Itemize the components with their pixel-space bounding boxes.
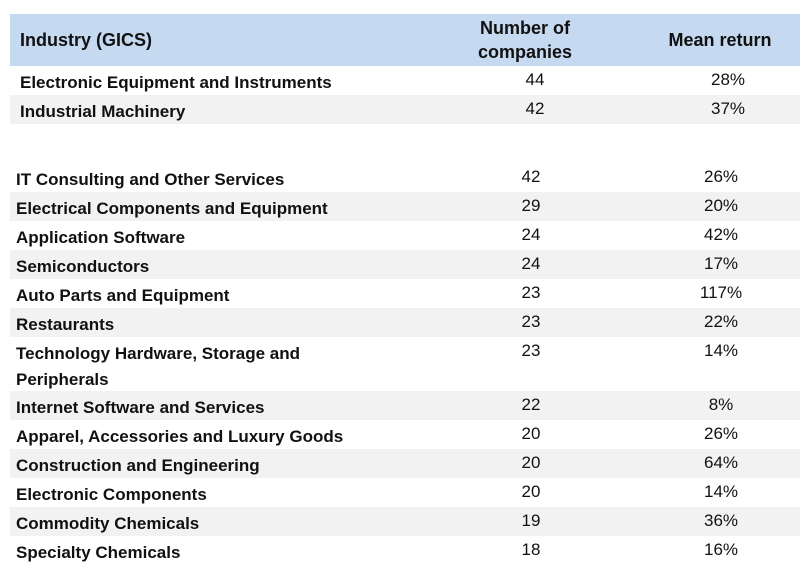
return-cell: 8% <box>708 395 734 414</box>
count-cell: 24 <box>521 254 541 273</box>
return-cell: 37% <box>710 99 746 118</box>
table-row: Application Software 24 42% <box>10 221 800 250</box>
return-cell: 28% <box>710 70 746 89</box>
table-header: Industry (GICS) Number of companies Mean… <box>10 14 800 66</box>
industry-cell: Specialty Chemicals <box>16 543 181 562</box>
header-industry: Industry (GICS) <box>20 30 153 50</box>
table-row: Electronic Equipment and Instruments 44 … <box>10 66 800 95</box>
industry-cell: Application Software <box>16 228 186 247</box>
table-row: Commodity Chemicals 19 36% <box>10 507 800 536</box>
table-row: Auto Parts and Equipment 23 117% <box>10 279 800 308</box>
table-row: Electrical Components and Equipment 29 2… <box>10 192 800 221</box>
count-cell: 20 <box>521 482 541 501</box>
industry-cell: Internet Software and Services <box>16 398 265 417</box>
return-cell: 42% <box>703 225 739 244</box>
count-cell: 22 <box>521 395 541 414</box>
count-cell: 23 <box>521 312 541 331</box>
return-cell: 36% <box>703 511 739 530</box>
table-row: Technology Hardware, Storage and Periphe… <box>10 337 800 391</box>
industry-cell: Construction and Engineering <box>16 456 260 475</box>
header-number-of-companies: Number of companies <box>477 18 573 62</box>
industry-cell: Commodity Chemicals <box>16 514 200 533</box>
count-cell: 44 <box>525 70 545 89</box>
industry-cell: Electronic Components <box>16 485 207 504</box>
industry-cell: Electrical Components and Equipment <box>16 199 328 218</box>
table-row: Restaurants 23 22% <box>10 308 800 337</box>
count-cell: 42 <box>525 99 545 118</box>
industry-cell: Electronic Equipment and Instruments <box>20 73 332 92</box>
industry-cell: Auto Parts and Equipment <box>16 286 230 305</box>
industry-cell: Industrial Machinery <box>20 102 186 121</box>
table-row: Electronic Components 20 14% <box>10 478 800 507</box>
header-mean-return: Mean return <box>668 30 772 50</box>
return-cell: 14% <box>703 482 739 501</box>
return-cell: 26% <box>703 167 739 186</box>
industry-cell: Semiconductors <box>16 257 150 276</box>
return-cell: 22% <box>703 312 739 331</box>
count-cell: 23 <box>521 283 541 302</box>
count-cell: 18 <box>521 540 541 559</box>
return-cell: 26% <box>703 424 739 443</box>
return-cell: 14% <box>703 341 739 360</box>
table-row: Industrial Machinery 42 37% <box>10 95 800 124</box>
industry-cell: Restaurants <box>16 315 115 334</box>
table-row: Specialty Chemicals 18 16% <box>10 536 800 565</box>
count-cell: 24 <box>521 225 541 244</box>
industry-cell: IT Consulting and Other Services <box>16 170 285 189</box>
count-cell: 19 <box>521 511 541 530</box>
return-cell: 64% <box>703 453 739 472</box>
count-cell: 20 <box>521 453 541 472</box>
count-cell: 23 <box>521 341 541 360</box>
table-row: Construction and Engineering 20 64% <box>10 449 800 478</box>
table-row: Semiconductors 24 17% <box>10 250 800 279</box>
return-cell: 20% <box>703 196 739 215</box>
return-cell: 17% <box>703 254 739 273</box>
table-row: Internet Software and Services 22 8% <box>10 391 800 420</box>
industry-cell: Technology Hardware, Storage and Periphe… <box>16 344 301 389</box>
count-cell: 29 <box>521 196 541 215</box>
count-cell: 42 <box>521 167 541 186</box>
industry-cell: Apparel, Accessories and Luxury Goods <box>16 427 344 446</box>
table-row: Apparel, Accessories and Luxury Goods 20… <box>10 420 800 449</box>
return-cell: 117% <box>699 283 743 302</box>
count-cell: 20 <box>521 424 541 443</box>
return-cell: 16% <box>703 540 739 559</box>
table-row: IT Consulting and Other Services 42 26% <box>10 163 800 192</box>
